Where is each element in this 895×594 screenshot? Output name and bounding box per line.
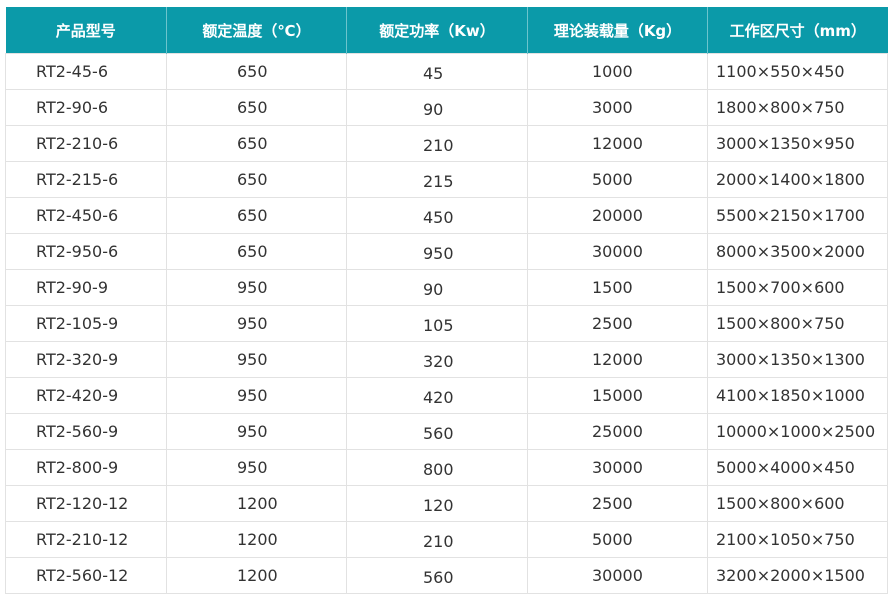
table-cell: 1100×550×450 [707,53,888,90]
table-row: RT2-45-6 650 45 1000 1100×550×450 [5,53,888,90]
table-cell: 950 [346,233,528,270]
table-cell: 950 [166,377,347,414]
table-cell: 950 [166,305,347,342]
table-cell: 1500×700×600 [707,269,888,306]
table-cell: 5000 [527,161,708,198]
table-cell: 90 [346,89,528,126]
spec-table: 产品型号 额定温度（℃） 额定功率（Kw） 理论装载量（Kg） 工作区尺寸（mm） RT… [5,7,888,594]
table-cell: 450 [346,197,528,234]
table-row: RT2-450-6 650 450 20000 5500×2150×1700 [5,197,888,234]
table-cell: RT2-90-9 [5,269,167,306]
table-row: RT2-320-9 950 320 12000 3000×1350×1300 [5,341,888,378]
table-cell: 650 [166,233,347,270]
table-cell: 800 [346,449,528,486]
table-cell: RT2-90-6 [5,89,167,126]
table-cell: 20000 [527,197,708,234]
table-cell: 5000 [527,521,708,558]
column-header: 额定温度（℃） [166,7,347,54]
table-cell: 1200 [166,485,347,522]
table-cell: 1500 [527,269,708,306]
table-cell: 560 [346,413,528,450]
table-cell: 1000 [527,53,708,90]
table-cell: RT2-560-9 [5,413,167,450]
table-cell: 2000×1400×1800 [707,161,888,198]
table-cell: 8000×3500×2000 [707,233,888,270]
table-cell: RT2-560-12 [5,557,167,594]
table-row: RT2-560-12 1200 560 30000 3200×2000×1500 [5,557,888,594]
table-cell: RT2-105-9 [5,305,167,342]
table-cell: 320 [346,341,528,378]
table-cell: 1500×800×600 [707,485,888,522]
table-cell: 560 [346,557,528,594]
table-cell: 30000 [527,449,708,486]
column-header: 产品型号 [5,7,167,54]
table-cell: 2500 [527,305,708,342]
table-row: RT2-105-9 950 105 2500 1500×800×750 [5,305,888,342]
table-cell: 3000×1350×950 [707,125,888,162]
table-row: RT2-420-9 950 420 15000 4100×1850×1000 [5,377,888,414]
column-header: 工作区尺寸（mm） [707,7,888,54]
table-row: RT2-210-12 1200 210 5000 2100×1050×750 [5,521,888,558]
table-cell: 10000×1000×2500 [707,413,888,450]
table-row: RT2-90-6 650 90 3000 1800×800×750 [5,89,888,126]
table-cell: 950 [166,269,347,306]
table-cell: 1200 [166,521,347,558]
table-cell: RT2-950-6 [5,233,167,270]
table-cell: RT2-320-9 [5,341,167,378]
table-cell: 5000×4000×450 [707,449,888,486]
column-header: 理论装载量（Kg） [527,7,708,54]
table-cell: 215 [346,161,528,198]
table-cell: 2100×1050×750 [707,521,888,558]
table-cell: 12000 [527,341,708,378]
table-row: RT2-90-9 950 90 1500 1500×700×600 [5,269,888,306]
table-cell: 3200×2000×1500 [707,557,888,594]
table-cell: 3000×1350×1300 [707,341,888,378]
table-cell: RT2-210-6 [5,125,167,162]
table-cell: RT2-800-9 [5,449,167,486]
table-cell: 950 [166,341,347,378]
table-cell: 30000 [527,557,708,594]
table-cell: 45 [346,53,528,90]
table-cell: 3000 [527,89,708,126]
column-header: 额定功率（Kw） [346,7,528,54]
table-cell: 210 [346,125,528,162]
table-row: RT2-120-12 1200 120 2500 1500×800×600 [5,485,888,522]
table-cell: RT2-420-9 [5,377,167,414]
table-cell: 1800×800×750 [707,89,888,126]
table-cell: 650 [166,125,347,162]
table-cell: 1200 [166,557,347,594]
table-cell: 15000 [527,377,708,414]
table-cell: 4100×1850×1000 [707,377,888,414]
table-row: RT2-215-6 650 215 5000 2000×1400×1800 [5,161,888,198]
table-cell: 650 [166,161,347,198]
table-row: RT2-950-6 650 950 30000 8000×3500×2000 [5,233,888,270]
table-cell: 5500×2150×1700 [707,197,888,234]
table-cell: RT2-45-6 [5,53,167,90]
table-cell: RT2-215-6 [5,161,167,198]
table-cell: 420 [346,377,528,414]
table-cell: 2500 [527,485,708,522]
table-cell: 105 [346,305,528,342]
table-row: RT2-800-9 950 800 30000 5000×4000×450 [5,449,888,486]
table-cell: RT2-120-12 [5,485,167,522]
table-cell: 12000 [527,125,708,162]
table-cell: 120 [346,485,528,522]
table-cell: 650 [166,53,347,90]
table-cell: 90 [346,269,528,306]
table-cell: 950 [166,449,347,486]
table-cell: 650 [166,89,347,126]
table-cell: 30000 [527,233,708,270]
table-cell: RT2-450-6 [5,197,167,234]
table-cell: 210 [346,521,528,558]
table-cell: RT2-210-12 [5,521,167,558]
header-row: 产品型号 额定温度（℃） 额定功率（Kw） 理论装载量（Kg） 工作区尺寸（mm） [5,7,888,54]
table-cell: 650 [166,197,347,234]
table-cell: 950 [166,413,347,450]
table-cell: 1500×800×750 [707,305,888,342]
table-cell: 25000 [527,413,708,450]
table-row: RT2-210-6 650 210 12000 3000×1350×950 [5,125,888,162]
table-row: RT2-560-9 950 560 25000 10000×1000×2500 [5,413,888,450]
